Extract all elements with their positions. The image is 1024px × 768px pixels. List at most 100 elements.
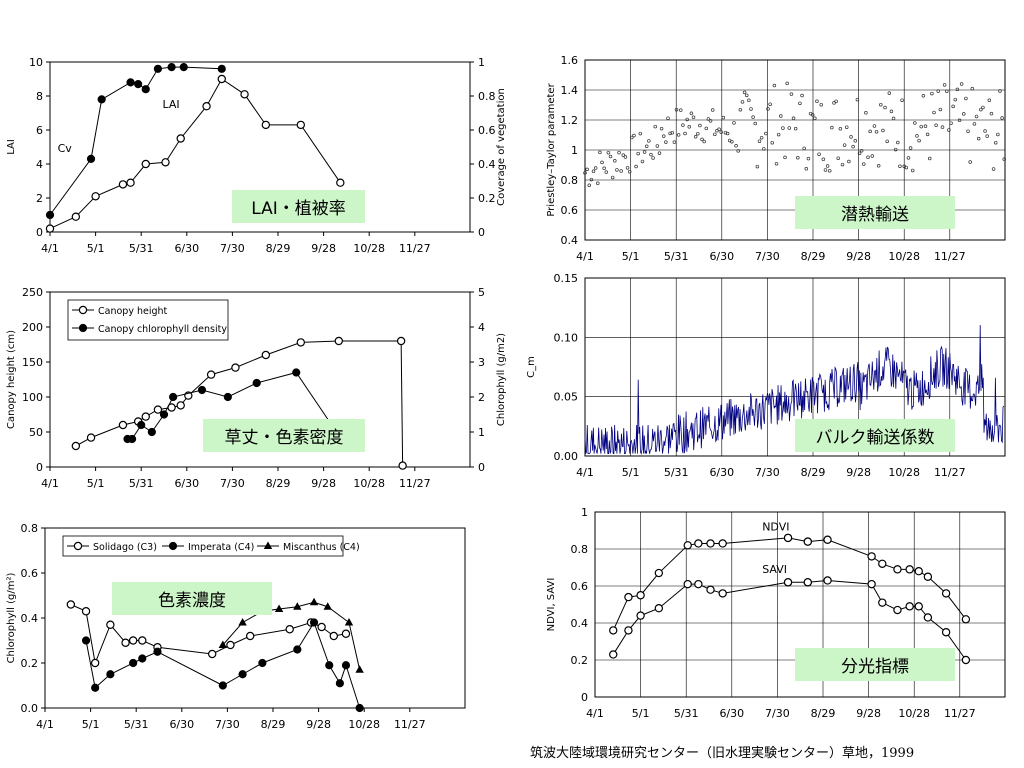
data-point bbox=[258, 658, 267, 668]
scatter-point bbox=[849, 135, 853, 139]
data-point bbox=[396, 336, 406, 346]
series-line bbox=[49, 78, 341, 230]
scatter-point bbox=[661, 134, 666, 138]
data-point bbox=[914, 566, 923, 576]
data-point bbox=[624, 592, 633, 602]
data-point bbox=[153, 64, 163, 73]
data-point bbox=[293, 602, 302, 610]
data-point bbox=[309, 597, 319, 606]
scatter-point bbox=[604, 170, 609, 174]
scatter-point bbox=[959, 82, 964, 86]
scatter-point bbox=[710, 108, 715, 112]
scatter-point bbox=[798, 101, 802, 106]
scatter-point bbox=[957, 118, 962, 123]
y-tick-label: 1 bbox=[571, 144, 578, 157]
scatter-point bbox=[866, 155, 870, 160]
data-point bbox=[654, 568, 664, 578]
y-tick-label: 0.4 bbox=[561, 234, 579, 247]
scatter-point bbox=[910, 168, 915, 173]
scatter-point bbox=[634, 164, 638, 169]
data-point bbox=[45, 224, 55, 233]
scatter-point bbox=[891, 116, 896, 121]
data-point bbox=[718, 589, 727, 598]
y-tick-label: 2 bbox=[36, 192, 43, 205]
scatter-point bbox=[721, 115, 726, 120]
scatter-point bbox=[810, 113, 815, 117]
x-tick-label: 8/29 bbox=[266, 477, 291, 490]
scatter-point bbox=[827, 168, 832, 173]
label-bulk: バルク輸送係数 bbox=[795, 419, 955, 452]
scatter-point bbox=[942, 83, 947, 87]
scatter-point bbox=[613, 159, 617, 163]
scatter-point bbox=[989, 111, 994, 116]
scatter-point bbox=[951, 104, 955, 109]
scatter-point bbox=[619, 169, 623, 173]
scatter-point bbox=[917, 138, 921, 143]
scatter-point bbox=[904, 165, 909, 170]
scatter-point bbox=[1002, 157, 1006, 161]
x-tick-label: 11/27 bbox=[399, 477, 431, 490]
x-tick-label: 6/30 bbox=[709, 466, 734, 479]
scatter-point bbox=[893, 147, 898, 152]
data-point bbox=[893, 605, 902, 615]
scatter-point bbox=[698, 123, 702, 128]
data-point bbox=[118, 180, 128, 189]
x-tick-label: 5/31 bbox=[124, 718, 149, 731]
scatter-point bbox=[781, 126, 785, 130]
scatter-point bbox=[583, 171, 587, 175]
data-point bbox=[226, 640, 235, 650]
data-point bbox=[81, 607, 91, 616]
data-point bbox=[941, 589, 951, 598]
scatter-point bbox=[693, 135, 698, 139]
scatter-point bbox=[670, 130, 674, 135]
scatter-point bbox=[919, 124, 923, 129]
data-point bbox=[252, 378, 261, 388]
scatter-point bbox=[979, 107, 983, 112]
x-tick-label: 8/29 bbox=[266, 242, 291, 255]
y-axis-label: Canopy height (cm) bbox=[6, 330, 17, 429]
scatter-point bbox=[962, 112, 966, 116]
data-point bbox=[86, 154, 96, 164]
y2-tick-label: 4 bbox=[478, 321, 485, 334]
data-point bbox=[336, 178, 345, 187]
x-tick-label: 5/1 bbox=[622, 466, 640, 479]
legend: Solidago (C3) Imperata (C4) Miscanthus (C4… bbox=[62, 535, 360, 557]
x-tick-label: 4/1 bbox=[576, 250, 594, 263]
scatter-point bbox=[815, 99, 819, 104]
data-point bbox=[90, 658, 100, 668]
scatter-point bbox=[708, 119, 713, 123]
x-tick-label: 11/27 bbox=[934, 250, 966, 263]
legend-label: Imperata (C4) bbox=[188, 542, 254, 553]
data-point bbox=[706, 539, 715, 548]
x-tick-label: 5/31 bbox=[129, 477, 154, 490]
scatter-point bbox=[985, 134, 989, 138]
label-canopy: 草丈・色素密度 bbox=[203, 419, 365, 452]
scatter-point bbox=[691, 115, 696, 120]
scatter-point bbox=[791, 116, 796, 121]
scatter-point bbox=[925, 132, 930, 137]
scatter-point bbox=[651, 156, 655, 160]
scatter-point bbox=[685, 117, 689, 122]
scatter-point bbox=[764, 131, 768, 136]
scatter-point bbox=[687, 125, 692, 129]
data-point bbox=[694, 579, 703, 589]
data-point bbox=[138, 636, 147, 645]
scatter-point bbox=[587, 183, 592, 187]
scatter-point bbox=[668, 131, 672, 136]
data-point bbox=[961, 655, 971, 665]
scatter-point bbox=[593, 166, 598, 170]
scatter-point bbox=[638, 131, 643, 136]
scatter-point bbox=[713, 132, 717, 137]
scatter-point bbox=[744, 93, 749, 98]
x-tick-label: 9/28 bbox=[846, 466, 871, 479]
data-point bbox=[161, 158, 170, 167]
x-tick-label: 11/27 bbox=[934, 466, 966, 479]
y-tick-label: 0.6 bbox=[561, 204, 579, 217]
scatter-point bbox=[602, 166, 606, 171]
scatter-point bbox=[859, 149, 864, 153]
label-latent-heat: 潜熱輸送 bbox=[795, 196, 955, 229]
y-tick-label: 0.4 bbox=[21, 612, 39, 625]
scatter-point bbox=[993, 140, 998, 145]
y-axis-label: LAI bbox=[6, 139, 17, 155]
data-point bbox=[197, 385, 207, 395]
